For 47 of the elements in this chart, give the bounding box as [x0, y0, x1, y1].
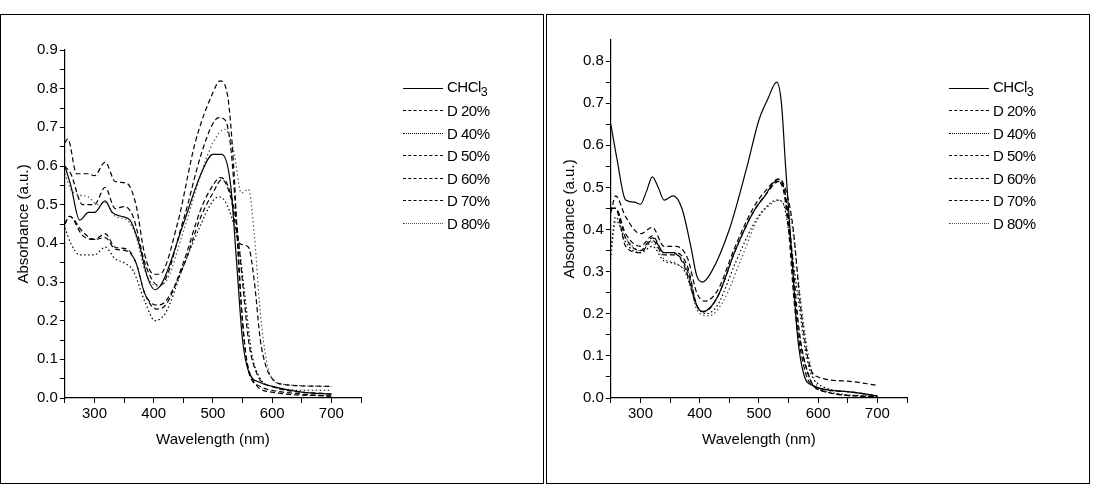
x-tick-label: 500	[746, 404, 772, 422]
y-tick-label: 0.2	[36, 310, 58, 328]
x-tick-label: 600	[805, 404, 831, 422]
legend-label: D 80%	[993, 214, 1036, 232]
y-tick-label: 0.5	[582, 177, 604, 195]
x-tick-label: 700	[318, 404, 344, 422]
y-tick-label: 0.0	[582, 388, 604, 406]
legend-label: D 60%	[993, 169, 1036, 187]
legend-label: D 40%	[447, 124, 490, 142]
legend-label: D 50%	[993, 147, 1036, 165]
y-tick-label: 0.1	[582, 346, 604, 364]
y-tick-label: 0.2	[582, 303, 604, 321]
y-tick-label: 0.6	[36, 156, 58, 174]
y-axis-title: Absorbance (a.u.)	[560, 159, 578, 279]
legend-label: D 60%	[447, 169, 490, 187]
legend-label: CHCl$_{3}$	[993, 77, 1034, 99]
x-tick-label: 300	[627, 404, 653, 422]
y-tick-label: 0.7	[36, 117, 58, 135]
legend-label: D 80%	[447, 214, 490, 232]
y-tick-label: 0.6	[582, 135, 604, 153]
legend-label: D 20%	[993, 102, 1036, 120]
x-axis-title: Wavelength (nm)	[156, 430, 270, 448]
x-tick-label: 500	[200, 404, 226, 422]
y-tick-label: 0.4	[36, 233, 58, 251]
y-tick-label: 0.5	[36, 194, 58, 212]
legend-label: D 20%	[447, 102, 490, 120]
y-axis-title: Absorbance (a.u.)	[14, 164, 32, 284]
y-tick-label: 0.8	[36, 78, 58, 96]
y-tick-label: 0.7	[582, 93, 604, 111]
y-tick-label: 0.0	[36, 388, 58, 406]
x-tick-label: 300	[81, 404, 107, 422]
x-tick-label: 600	[259, 404, 285, 422]
y-tick-label: 0.3	[582, 261, 604, 279]
y-tick-label: 0.9	[36, 40, 58, 58]
y-tick-label: 0.3	[36, 272, 58, 290]
legend-label: D 40%	[993, 124, 1036, 142]
legend-label: CHCl$_{3}$	[447, 77, 488, 99]
legend-label: D 70%	[447, 192, 490, 210]
x-tick-label: 400	[141, 404, 167, 422]
legend-label: D 50%	[447, 147, 490, 165]
x-tick-label: 400	[687, 404, 713, 422]
x-axis-title: Wavelength (nm)	[702, 430, 816, 448]
x-tick-label: 700	[864, 404, 890, 422]
y-tick-label: 0.8	[582, 51, 604, 69]
y-tick-label: 0.4	[582, 219, 604, 237]
y-tick-label: 0.1	[36, 349, 58, 367]
legend-label: D 70%	[993, 192, 1036, 210]
